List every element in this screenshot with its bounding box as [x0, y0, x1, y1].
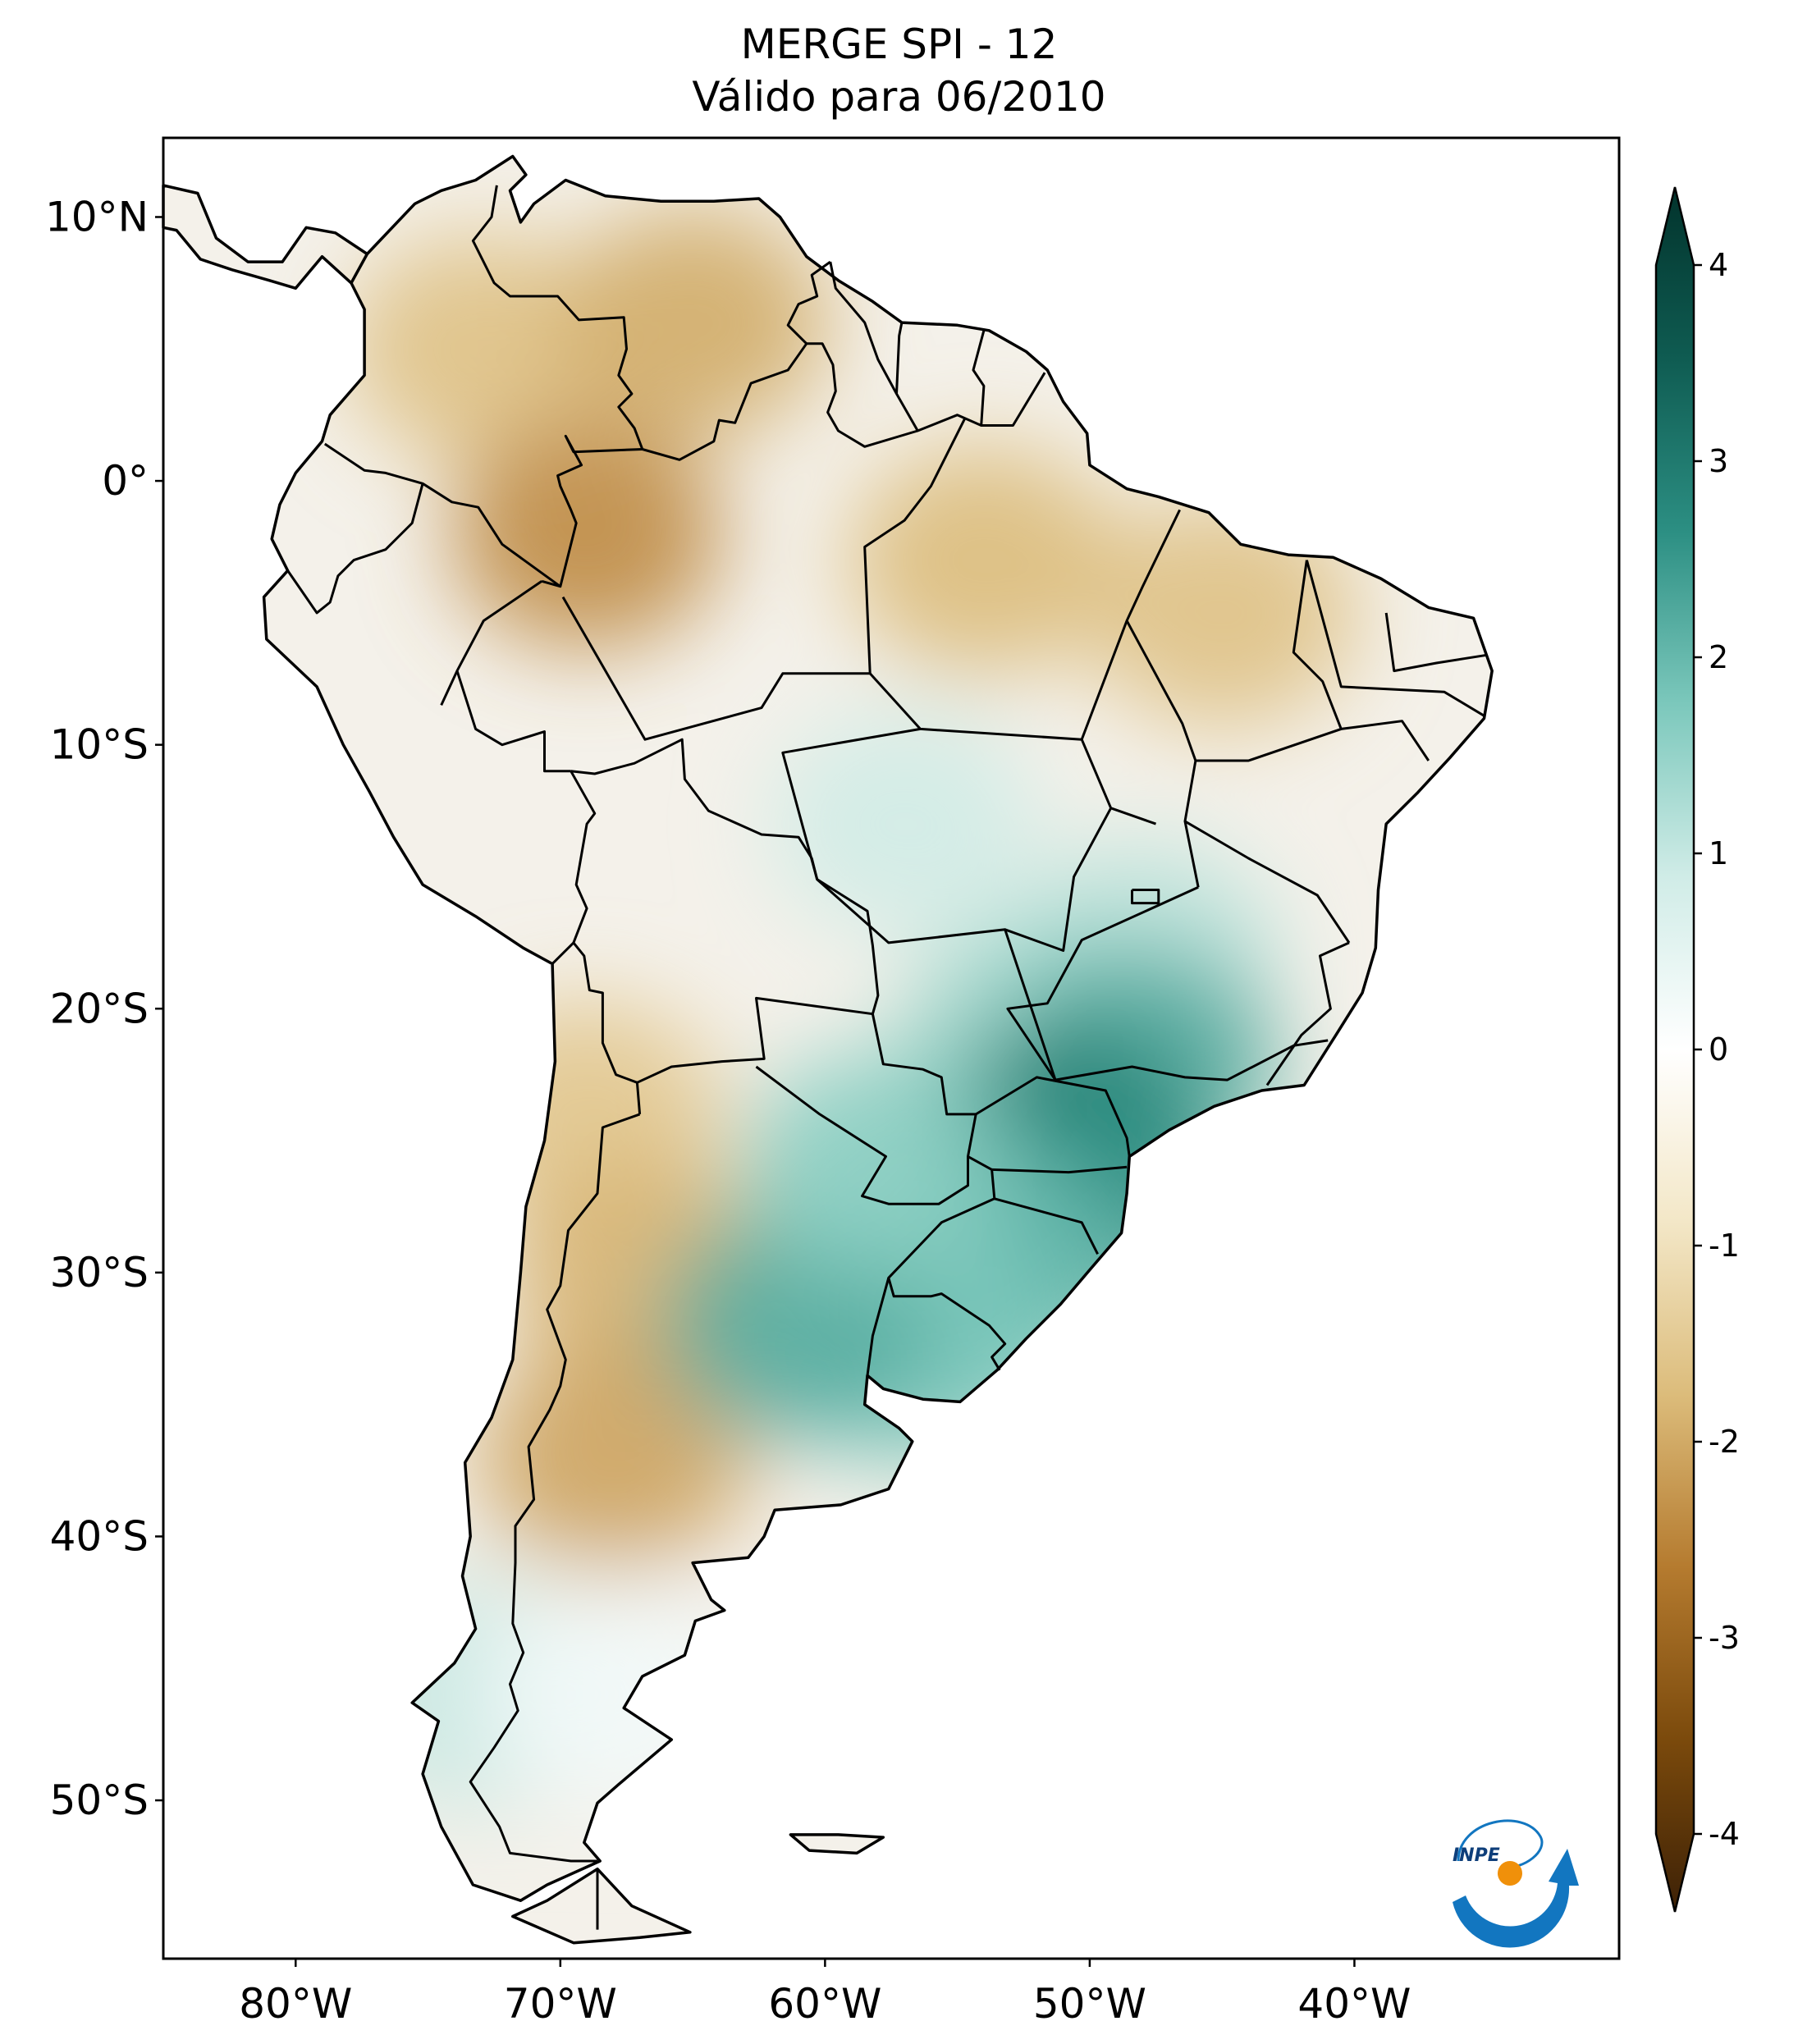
border-line: [887, 1155, 1007, 1371]
border-line: [816, 878, 1057, 1081]
border-line: [471, 185, 644, 450]
border-line: [755, 1013, 977, 1205]
border-line: [1341, 720, 1430, 761]
colorbar-body: [1654, 186, 1695, 1913]
border-line: [570, 771, 642, 1115]
longitude-tick-label: 40°W: [1297, 1980, 1411, 2028]
logo-orbit-icon: [1457, 1819, 1544, 1869]
border-line: [469, 1113, 641, 1863]
spi-region: [478, 1342, 749, 1572]
border-line: [1265, 941, 1350, 1086]
border-line: [541, 434, 643, 588]
border-line: [286, 482, 424, 615]
border-line: [1131, 889, 1160, 905]
logo-dot: [1498, 1861, 1522, 1886]
colorbar: 4 3 2 1 0 -1 -2 -3 -4: [1654, 186, 1740, 1913]
border-line: [895, 322, 904, 394]
spi-region: [557, 208, 829, 438]
border-line: [866, 1277, 890, 1376]
border-line: [440, 670, 459, 706]
border-line: [561, 596, 871, 741]
spi-region: [848, 445, 1119, 675]
border-line: [1384, 612, 1487, 673]
spi-region: [769, 709, 1041, 940]
map-subtitle: Válido para 06/2010: [692, 73, 1106, 121]
latitude-tick-label: 50°S: [50, 1776, 149, 1824]
spi-field: [163, 156, 1493, 1943]
latitude-tick-label: 30°S: [50, 1249, 149, 1296]
border-line: [551, 941, 574, 965]
map-title: MERGE SPI - 12: [740, 21, 1058, 68]
border-line: [781, 727, 921, 880]
colorbar-tick-label: 0: [1709, 1031, 1728, 1068]
border-line: [455, 580, 571, 773]
longitude-tick-label: 60°W: [768, 1980, 881, 2028]
colorbar-tick-label: -3: [1709, 1620, 1740, 1656]
border-line: [975, 1076, 1131, 1157]
border-line: [323, 442, 561, 588]
border-line: [994, 1197, 1099, 1255]
longitude-tick-label: 70°W: [504, 1980, 617, 2028]
colorbar-tick-label: -4: [1709, 1816, 1740, 1852]
spi-region: [451, 418, 723, 649]
colorbar-ticks: 4 3 2 1 0 -1 -2 -3 -4: [1694, 247, 1740, 1852]
latitude-tick-label: 40°S: [50, 1512, 149, 1560]
longitude-tick-label: 80°W: [239, 1980, 352, 2028]
colorbar-tick-label: -2: [1709, 1424, 1740, 1460]
country-borders: [286, 185, 1487, 1930]
colorbar-tick-label: -1: [1709, 1228, 1740, 1264]
border-line: [636, 996, 873, 1084]
latitude-tick-label: 10°N: [45, 193, 149, 240]
spi-region: [345, 234, 617, 464]
border-line: [1006, 885, 1329, 1081]
colorbar-tick-label: 2: [1709, 639, 1728, 675]
border-line: [1305, 560, 1485, 717]
colorbar-tick-label: 3: [1709, 443, 1728, 479]
longitude-axis: 80°W 70°W 60°W 50°W 40°W: [239, 1959, 1411, 2028]
border-line: [1080, 509, 1181, 740]
logo-arc: [1453, 1849, 1579, 1948]
latitude-tick-label: 0°: [102, 457, 149, 505]
latitude-tick-label: 20°S: [50, 985, 149, 1032]
border-line: [570, 738, 880, 1015]
border-line: [806, 342, 918, 448]
colorbar-tick-label: 1: [1709, 835, 1728, 871]
logo-text: INPE: [1453, 1845, 1500, 1866]
border-line: [1004, 807, 1113, 952]
longitude-tick-label: 50°W: [1033, 1980, 1146, 2028]
border-line: [981, 372, 1046, 427]
border-line: [1195, 560, 1343, 762]
border-line: [1184, 820, 1351, 944]
border-line: [991, 1165, 1128, 1174]
border-line: [642, 260, 831, 461]
map-frame: [162, 136, 1621, 1960]
inpe-logo: INPE: [1453, 1819, 1579, 1948]
latitude-tick-label: 10°S: [50, 721, 149, 769]
colorbar-tick-label: 4: [1709, 247, 1728, 283]
latitude-axis: 10°N 0° 10°S 20°S 30°S 40°S 50°S: [45, 193, 163, 1824]
border-line: [863, 417, 967, 674]
